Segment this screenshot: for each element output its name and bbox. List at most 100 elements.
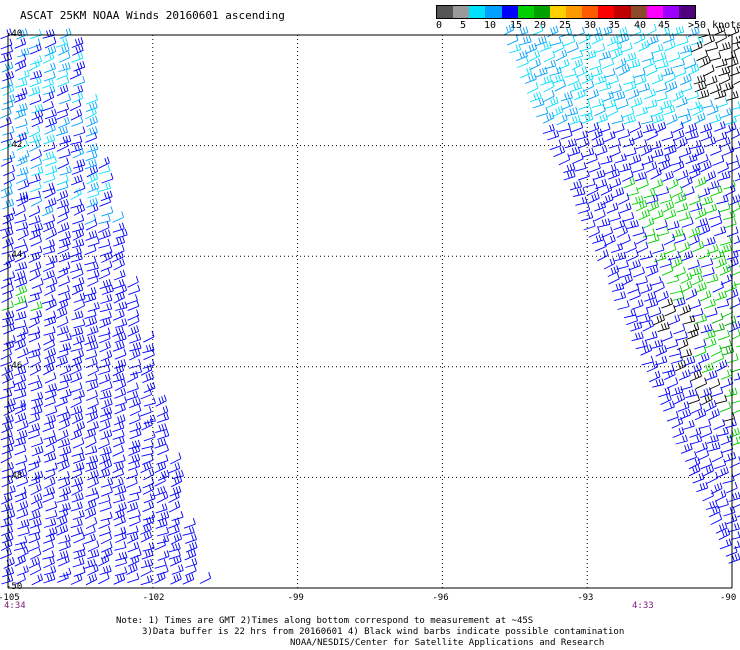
wind-barb <box>556 113 568 126</box>
wind-barb <box>651 73 664 85</box>
wind-barb <box>15 284 28 297</box>
wind-barb <box>624 147 637 158</box>
scale-label-4: 20 <box>534 20 547 31</box>
wind-barb <box>661 264 674 276</box>
wind-barb <box>98 364 111 375</box>
wind-barb <box>651 113 665 124</box>
wind-barb <box>624 81 637 92</box>
wind-barb <box>714 394 728 405</box>
wind-barb <box>719 339 732 350</box>
wind-barb <box>87 181 100 193</box>
wind-barb <box>29 310 43 321</box>
lat-label-4: -48 <box>6 471 23 482</box>
wind-barb <box>30 149 42 162</box>
wind-barb <box>655 220 668 231</box>
wind-barb <box>547 25 559 38</box>
wind-barb <box>15 78 28 88</box>
wind-barb <box>697 89 710 100</box>
wind-barb <box>29 94 42 106</box>
wind-barb <box>660 99 673 111</box>
wind-barb <box>30 43 42 55</box>
wind-barb <box>85 487 98 498</box>
wind-barb <box>28 173 41 185</box>
wind-barb <box>0 132 13 143</box>
wind-barb <box>114 403 126 415</box>
wind-barb <box>730 127 740 140</box>
wind-barb <box>115 551 128 561</box>
wind-barb <box>157 429 170 440</box>
wind-barb <box>534 35 547 47</box>
wind-barb <box>112 364 125 377</box>
wind-barb <box>30 222 44 233</box>
wind-barb <box>154 438 167 449</box>
wind-barb <box>84 428 97 439</box>
wind-barb <box>43 444 56 457</box>
wind-barb <box>141 418 153 431</box>
wind-barb <box>14 339 27 351</box>
wind-barb <box>113 414 126 426</box>
wind-barb <box>154 474 166 487</box>
wind-barb <box>666 377 679 389</box>
wind-barb <box>59 486 72 498</box>
wind-barb <box>85 373 98 383</box>
scale-label-5: 25 <box>559 20 572 31</box>
wind-barb <box>30 194 43 207</box>
wind-barb <box>688 226 701 239</box>
wind-barb <box>56 356 68 367</box>
wind-barb <box>30 405 43 416</box>
wind-barb <box>664 72 676 84</box>
wind-barb <box>126 468 139 480</box>
wind-barb <box>17 526 30 537</box>
wind-barb <box>698 419 712 429</box>
wind-barb <box>70 356 83 368</box>
wind-barb <box>58 502 71 513</box>
wind-barb <box>87 269 100 280</box>
wind-barb <box>171 511 184 522</box>
wind-barb <box>728 553 740 564</box>
wind-barb <box>157 412 170 424</box>
wind-barb <box>70 142 83 153</box>
wind-barb <box>663 400 675 412</box>
wind-barb <box>620 42 633 53</box>
wind-barb <box>112 421 125 433</box>
wind-barb <box>69 262 82 273</box>
wind-barb <box>677 108 690 119</box>
scale-swatch-2 <box>469 6 486 18</box>
wind-barb <box>670 354 683 364</box>
wind-barb <box>56 108 69 120</box>
wind-barb <box>700 257 714 268</box>
wind-barb <box>0 179 13 192</box>
wind-barb <box>696 441 708 454</box>
wind-barb <box>672 427 685 438</box>
wind-barb <box>624 52 637 63</box>
wind-barb <box>16 500 29 512</box>
wind-barb <box>3 380 16 391</box>
wind-barb <box>98 164 111 175</box>
wind-barb <box>1 525 14 537</box>
wind-barb <box>112 467 125 479</box>
wind-barb <box>85 107 97 120</box>
wind-barb <box>31 573 43 586</box>
wind-barb <box>45 383 58 394</box>
wind-barb <box>14 59 27 72</box>
wind-barb <box>720 273 733 285</box>
wind-barb <box>658 159 671 172</box>
wind-barb <box>689 434 703 445</box>
wind-barb <box>71 446 84 457</box>
wind-barb <box>170 555 182 567</box>
wind-barb <box>115 396 128 407</box>
scale-swatch-10 <box>598 6 615 18</box>
wind-barb <box>100 260 113 272</box>
wind-barb <box>563 163 576 174</box>
wind-barb <box>0 52 13 63</box>
wind-barb <box>646 360 659 373</box>
wind-barb <box>733 472 740 478</box>
wind-barb <box>640 344 653 356</box>
wind-barb <box>14 389 27 400</box>
wind-barb <box>44 123 56 135</box>
wind-barb <box>733 234 740 245</box>
wind-barb <box>59 332 72 343</box>
wind-barb <box>29 261 42 273</box>
wind-barb <box>13 399 27 410</box>
wind-barb <box>733 540 740 549</box>
